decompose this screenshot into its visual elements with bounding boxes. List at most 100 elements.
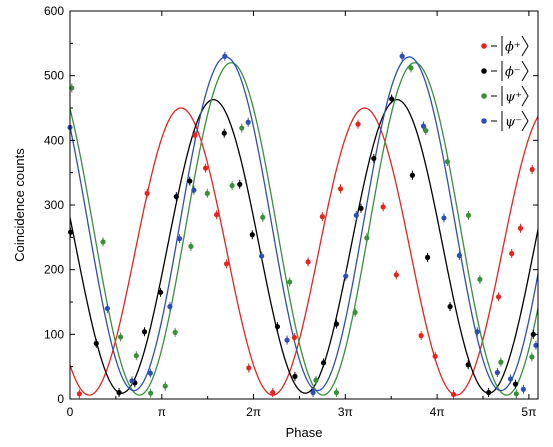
y-tick-label: 500 (44, 69, 64, 83)
legend-label: ϕ⁻ (505, 65, 521, 80)
y-tick-label: 0 (57, 392, 64, 406)
data-point (222, 53, 228, 59)
data-point (447, 303, 453, 310)
data-point (229, 183, 235, 189)
data-point (284, 337, 290, 343)
data-point (486, 389, 492, 396)
data-point (173, 193, 179, 200)
data-point (292, 373, 298, 379)
data-point (188, 243, 194, 249)
legend-marker (481, 93, 487, 99)
data-point (465, 362, 471, 368)
data-point (204, 190, 210, 196)
data-point (202, 165, 209, 171)
y-tick-label: 200 (44, 263, 64, 277)
data-point (319, 214, 326, 220)
data-point (456, 252, 463, 259)
data-point (477, 276, 483, 282)
data-point (141, 329, 148, 335)
data-point (343, 273, 349, 279)
data-point (287, 279, 293, 285)
x-tick-label: 2π (246, 405, 261, 419)
data-point (148, 390, 154, 396)
axis-ticks: 0 π 2π 3π 4π 5π 0 100 200 300 400 500 600 (44, 4, 538, 419)
data-point (409, 172, 415, 178)
data-point (259, 253, 265, 259)
data-point (223, 261, 230, 267)
data-point (371, 155, 377, 162)
data-point (474, 329, 480, 335)
data-point (147, 370, 153, 376)
data-point (353, 212, 359, 218)
data-point (291, 334, 297, 341)
data-point (305, 259, 311, 265)
data-point (380, 204, 386, 210)
data-point (162, 383, 168, 389)
ket-angle (521, 110, 529, 132)
data-point (274, 323, 281, 330)
legend-marker (481, 43, 487, 49)
plot-frame (69, 10, 539, 400)
data-point (498, 359, 504, 365)
x-tick-label: 3π (338, 405, 353, 419)
x-tick-label: 0 (67, 405, 74, 419)
data-point (260, 214, 266, 220)
data-point (176, 236, 183, 242)
data-point (529, 166, 535, 173)
x-tick-label: 5π (521, 405, 536, 419)
data-point (214, 212, 220, 218)
data-point (358, 205, 364, 211)
data-point (245, 119, 251, 125)
data-point (389, 96, 395, 102)
data-point (144, 190, 150, 196)
y-tick-label: 600 (44, 4, 64, 18)
legend: ϕ⁺ ϕ⁻ ψ⁺ ψ⁻ (481, 35, 529, 132)
data-point (364, 235, 370, 241)
ket-angle (521, 85, 529, 107)
data-point (100, 239, 106, 245)
data-point (187, 178, 193, 184)
y-axis-title: Coincidence counts (12, 148, 27, 262)
data-point (444, 159, 451, 165)
data-point (270, 389, 276, 396)
fit-curves (70, 56, 538, 396)
data-point (418, 333, 424, 339)
data-point (172, 329, 178, 335)
data-point (432, 353, 438, 359)
data-point (512, 381, 519, 387)
data-point (441, 215, 447, 221)
data-point (320, 360, 327, 366)
ket-angle (521, 35, 529, 57)
data-point (494, 369, 500, 376)
data-point (420, 123, 427, 129)
legend-marker (481, 68, 487, 74)
data-point (355, 121, 361, 127)
data-point (529, 354, 535, 360)
data-point (509, 250, 515, 257)
data-point (133, 353, 139, 359)
data-point (408, 65, 414, 71)
data-point (192, 132, 198, 138)
fit-curve-series-0 (70, 107, 538, 396)
data-point (221, 130, 227, 136)
data-point (352, 309, 358, 315)
data-point (116, 389, 122, 396)
data-point (76, 391, 82, 397)
x-tick-label: π (158, 405, 166, 419)
data-point (533, 342, 539, 348)
y-tick-label: 100 (44, 327, 64, 341)
fit-curve-series-3 (70, 56, 538, 392)
data-point (507, 376, 514, 382)
data-point (393, 272, 399, 278)
data-point (424, 254, 431, 260)
data-point (333, 321, 340, 327)
legend-label: ψ⁺ (505, 90, 522, 105)
data-point (399, 53, 405, 59)
y-tick-label: 300 (44, 198, 64, 212)
x-axis-title: Phase (286, 425, 323, 440)
data-point (495, 294, 502, 300)
data-point (167, 303, 173, 310)
data-point (520, 386, 526, 392)
data-point (423, 128, 429, 134)
data-point (517, 225, 524, 231)
